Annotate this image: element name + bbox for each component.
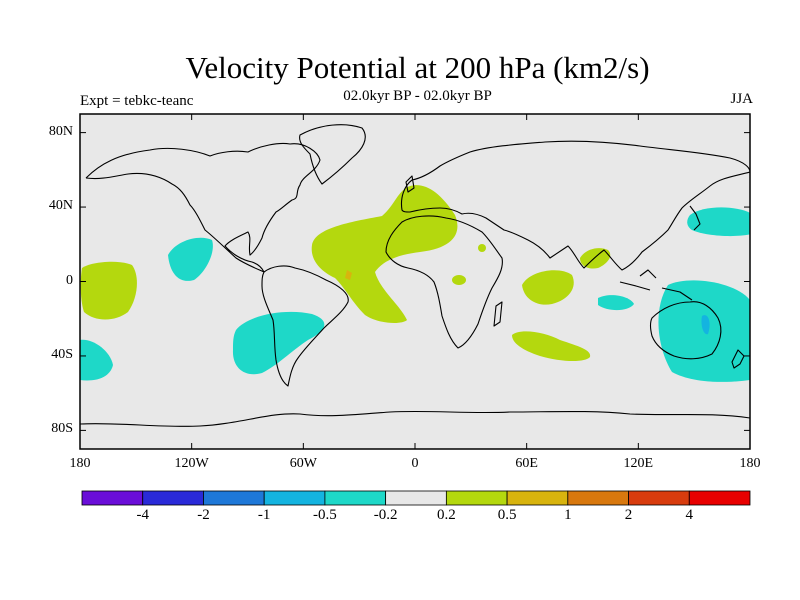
- plot-title: Velocity Potential at 200 hPa (km2/s): [185, 50, 650, 85]
- anomaly-region-atlantic-africa-positive: [311, 185, 458, 323]
- colorbar-label-9: 2: [624, 507, 633, 523]
- anomaly-region-north-pacific-negative: [168, 237, 213, 281]
- anomaly-region-bay-of-bengal-positive: [580, 248, 611, 269]
- colorbar-swatch-4: [263, 490, 326, 506]
- north-america-coastline: [85, 142, 321, 273]
- field-layer: [80, 185, 750, 382]
- lat-label-eq: 0: [66, 272, 73, 288]
- colorbar-label-1: -4: [136, 507, 149, 523]
- colorbar-label-8: 1: [564, 507, 572, 523]
- colorbar-label-2: -2: [197, 507, 210, 523]
- colorbar-label-4: -0.5: [313, 507, 337, 523]
- lat-label-40n: 40N: [48, 198, 73, 214]
- colorbar-swatch-7: [445, 490, 508, 506]
- experiment-label: Expt = tebkc-teanc: [80, 93, 194, 109]
- lon-label-60e: 60E: [515, 456, 538, 471]
- colorbar-swatch-10: [628, 490, 690, 506]
- australia-coastline: [649, 301, 722, 360]
- lon-label-180w: 180: [69, 456, 91, 471]
- map-background: [80, 114, 750, 449]
- lon-label-180e: 180: [739, 456, 761, 471]
- coastlines: [80, 124, 750, 427]
- colorbar-label-3: -1: [257, 507, 271, 523]
- anomaly-region-east-australia-negative: [701, 315, 710, 335]
- antarctica-coastline: [80, 410, 750, 427]
- japan-coastline: [689, 205, 701, 231]
- colorbar: [81, 490, 751, 506]
- greenland-coastline: [299, 124, 366, 185]
- lat-label-80n: 80N: [48, 123, 73, 139]
- axis-ticks: [79, 114, 751, 449]
- lon-label-120e: 120E: [623, 456, 654, 471]
- uk-coastline: [405, 175, 415, 193]
- madagascar-coastline: [493, 301, 503, 327]
- indonesia-coastline: [619, 269, 693, 301]
- anomaly-region-south-pacific-negative: [80, 339, 113, 381]
- south-america-coastline: [261, 265, 349, 387]
- new-zealand-coastline: [731, 349, 745, 369]
- colorbar-label-6: 0.2: [436, 507, 456, 523]
- anomaly-region-northwest-pacific-negative: [687, 207, 750, 237]
- eurasia-coastline: [400, 140, 750, 271]
- lon-label-120w: 120W: [174, 456, 209, 471]
- anomaly-region-south-indian-positive: [512, 331, 591, 362]
- lon-label-0: 0: [411, 456, 419, 471]
- lat-label-40s: 40S: [51, 346, 73, 362]
- colorbar-swatch-6: [385, 490, 447, 506]
- anomaly-region-africa-small-positive: [452, 275, 466, 285]
- africa-coastline: [385, 215, 503, 349]
- colorbar-label-5: -0.2: [373, 507, 398, 523]
- lon-label-60w: 60W: [289, 456, 317, 471]
- colorbar-swatch-3: [203, 490, 265, 506]
- anomaly-region-indian-ocean-positive: [522, 270, 574, 305]
- anomaly-region-brazil-small-positive: [345, 270, 352, 280]
- colorbar-swatch-8: [506, 490, 569, 506]
- plot-subtitle: 02.0kyr BP - 02.0kyr BP: [343, 88, 492, 104]
- lat-label-80s: 80S: [51, 421, 73, 437]
- anomaly-region-arabia-small-positive: [478, 244, 486, 252]
- anomaly-region-south-america-negative: [232, 311, 325, 375]
- colorbar-swatch-1: [81, 490, 144, 506]
- colorbar-label-10: 4: [685, 507, 694, 523]
- season-label: JJA: [730, 91, 753, 107]
- colorbar-swatch-11: [688, 490, 751, 506]
- anomaly-region-maritime-negative: [598, 295, 634, 311]
- colorbar-swatch-2: [142, 490, 204, 506]
- colorbar-swatch-5: [324, 490, 387, 506]
- colorbar-label-7: 0.5: [497, 507, 517, 523]
- colorbar-swatch-9: [567, 490, 629, 506]
- anomaly-region-east-pacific-positive: [80, 261, 137, 320]
